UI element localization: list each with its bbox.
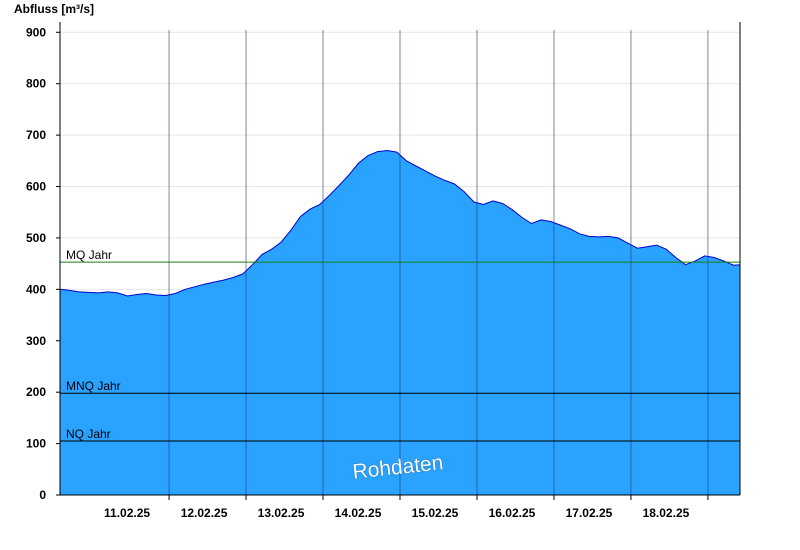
x-tick-label: 17.02.25 (566, 506, 613, 520)
y-tick-label: 200 (26, 385, 46, 399)
x-tick-label: 12.02.25 (181, 506, 228, 520)
y-tick-label: 0 (39, 488, 46, 502)
x-tick-label: 13.02.25 (258, 506, 305, 520)
y-tick-label: 600 (26, 180, 46, 194)
y-tick-label: 700 (26, 128, 46, 142)
y-axis-label: Abfluss [m³/s] (14, 2, 94, 16)
y-tick-label: 300 (26, 334, 46, 348)
x-ticks: 11.02.25 12.02.25 13.02.25 14.02.25 15.02.25… (104, 495, 709, 520)
x-tick-label: 16.02.25 (489, 506, 536, 520)
y-tick-label: 400 (26, 282, 46, 296)
x-tick-label: 15.02.25 (412, 506, 459, 520)
x-tick-label: 11.02.25 (104, 506, 150, 520)
y-tick-label: 800 (26, 77, 46, 91)
discharge-line (59, 149, 741, 297)
y-tick-label: 500 (26, 231, 46, 245)
y-tick-label: 900 (26, 25, 46, 39)
x-tick-label: 14.02.25 (335, 506, 382, 520)
x-tick-label: 18.02.25 (643, 506, 690, 520)
reference-label: NQ Jahr (66, 427, 111, 441)
y-tick-label: 100 (26, 437, 46, 451)
reference-lines: MQ Jahr MNQ Jahr NQ Jahr (60, 248, 740, 442)
y-ticks: 0 100 200 300 400 500 600 700 800 900 (26, 25, 60, 502)
reference-label: MQ Jahr (66, 248, 112, 262)
reference-label: MNQ Jahr (66, 379, 121, 393)
